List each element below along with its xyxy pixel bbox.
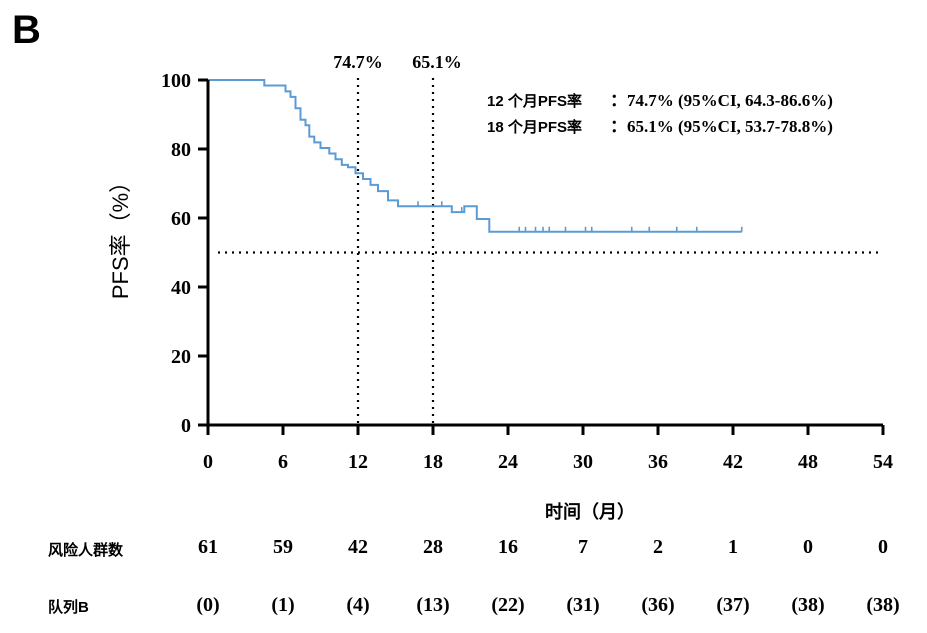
event-count: (36) — [641, 594, 674, 616]
plot-area: 0 20 40 60 80 100 0 6 12 18 24 30 36 42 48 54 — [161, 70, 893, 473]
risk-table-values: 61 59 42 28 16 7 2 1 0 0 — [198, 536, 888, 558]
x-tick-label: 30 — [573, 451, 593, 473]
y-tick-label: 100 — [161, 70, 191, 92]
y-tick-label: 20 — [171, 346, 191, 368]
annotation-18m-value: ：65.1% (95%CI, 53.7-78.8%) — [610, 117, 833, 136]
km-curve-line — [208, 79, 742, 233]
x-tick-label: 6 — [278, 451, 288, 473]
risk-count: 0 — [878, 536, 888, 558]
x-tick-label: 42 — [723, 451, 743, 473]
x-tick-label: 18 — [423, 451, 443, 473]
x-tick-label: 24 — [498, 451, 518, 473]
vline-12-label: 74.7% — [333, 52, 383, 72]
x-tick-label: 12 — [348, 451, 368, 473]
risk-count: 1 — [728, 536, 738, 558]
annotation-18m-label: 18 个月PFS率 — [487, 118, 582, 136]
y-tick-label: 0 — [181, 415, 191, 437]
event-count: (38) — [866, 594, 899, 616]
panel-label: B — [12, 8, 41, 52]
risk-table-events: (0) (1) (4) (13) (22) (31) (36) (37) (38) (38) — [196, 594, 899, 616]
y-tick-label: 40 — [171, 277, 191, 299]
risk-count: 16 — [498, 536, 518, 558]
x-tick-label: 48 — [798, 451, 818, 473]
y-tick-label: 80 — [171, 139, 191, 161]
y-ticks: 0 20 40 60 80 100 — [161, 70, 208, 437]
event-count: (37) — [716, 594, 749, 616]
x-axis-label: 时间（月） — [545, 502, 635, 522]
y-tick-label: 60 — [171, 208, 191, 230]
event-count: (22) — [491, 594, 524, 616]
x-tick-label: 0 — [203, 451, 213, 473]
x-tick-label: 36 — [648, 451, 668, 473]
km-curve — [208, 79, 742, 233]
risk-count: 42 — [348, 536, 368, 558]
event-count: (4) — [346, 594, 369, 616]
risk-count: 59 — [273, 536, 293, 558]
risk-count: 28 — [423, 536, 443, 558]
annotation-12m-label: 12 个月PFS率 — [487, 92, 582, 110]
events-row-label: 队列B — [48, 598, 89, 616]
y-axis-label: PFS率（%） — [108, 171, 133, 299]
x-tick-label: 54 — [873, 451, 893, 473]
x-ticks: 0 6 12 18 24 30 36 42 48 54 — [203, 425, 893, 473]
risk-row-label: 风险人群数 — [48, 541, 124, 559]
reference-lines — [218, 78, 883, 425]
event-count: (13) — [416, 594, 449, 616]
event-count: (31) — [566, 594, 599, 616]
risk-count: 0 — [803, 536, 813, 558]
risk-count: 7 — [578, 536, 588, 558]
risk-count: 2 — [653, 536, 663, 558]
vline-18-label: 65.1% — [412, 52, 462, 72]
annotation-12m-value: ：74.7% (95%CI, 64.3-86.6%) — [610, 91, 833, 110]
event-count: (1) — [271, 594, 294, 616]
risk-count: 61 — [198, 536, 218, 558]
censor-marks — [417, 201, 743, 232]
event-count: (0) — [196, 594, 219, 616]
event-count: (38) — [791, 594, 824, 616]
